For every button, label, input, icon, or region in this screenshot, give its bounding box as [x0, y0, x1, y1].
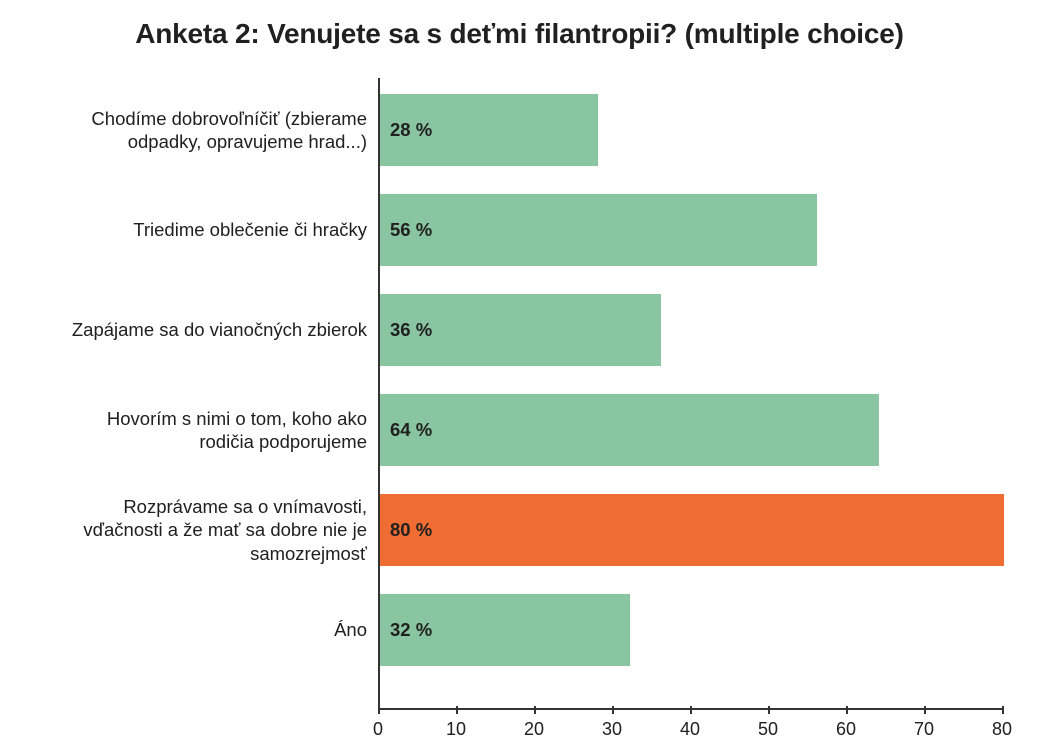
- x-tick-label: 70: [914, 719, 934, 740]
- x-tick: [534, 706, 536, 714]
- bar: 28 %: [380, 94, 598, 166]
- bar-value-label: 64 %: [390, 419, 432, 441]
- plot-area: 28 %56 %36 %64 %80 %32 %0102030405060708…: [378, 78, 1002, 710]
- x-tick-label: 20: [524, 719, 544, 740]
- x-tick: [378, 706, 380, 714]
- bar-value-label: 56 %: [390, 219, 432, 241]
- x-tick-label: 40: [680, 719, 700, 740]
- x-tick-label: 50: [758, 719, 778, 740]
- category-label: Chodíme dobrovoľníčiť (zbierame odpadky,…: [67, 107, 367, 154]
- bar: 64 %: [380, 394, 879, 466]
- x-tick-label: 0: [373, 719, 383, 740]
- category-label: Triedime oblečenie či hračky: [67, 218, 367, 242]
- x-tick: [846, 706, 848, 714]
- bar-value-label: 32 %: [390, 619, 432, 641]
- x-tick-label: 60: [836, 719, 856, 740]
- category-label: Hovorím s nimi o tom, koho ako rodičia p…: [67, 407, 367, 454]
- x-tick-label: 30: [602, 719, 622, 740]
- x-tick: [456, 706, 458, 714]
- category-label: Zapájame sa do vianočných zbierok: [67, 318, 367, 342]
- x-tick-label: 10: [446, 719, 466, 740]
- bar-value-label: 36 %: [390, 319, 432, 341]
- x-tick: [690, 706, 692, 714]
- chart-title: Anketa 2: Venujete sa s deťmi filantropi…: [0, 18, 1039, 50]
- bar: 80 %: [380, 494, 1004, 566]
- x-tick: [1002, 706, 1004, 714]
- bar-chart: Anketa 2: Venujete sa s deťmi filantropi…: [0, 0, 1039, 754]
- bar: 32 %: [380, 594, 630, 666]
- x-tick: [924, 706, 926, 714]
- category-label: Áno: [67, 618, 367, 642]
- category-label: Rozprávame sa o vnímavosti, vďačnosti a …: [67, 495, 367, 566]
- x-tick: [768, 706, 770, 714]
- bar-value-label: 80 %: [390, 519, 432, 541]
- bar: 36 %: [380, 294, 661, 366]
- bar-value-label: 28 %: [390, 119, 432, 141]
- x-tick-label: 80: [992, 719, 1012, 740]
- x-tick: [612, 706, 614, 714]
- bar: 56 %: [380, 194, 817, 266]
